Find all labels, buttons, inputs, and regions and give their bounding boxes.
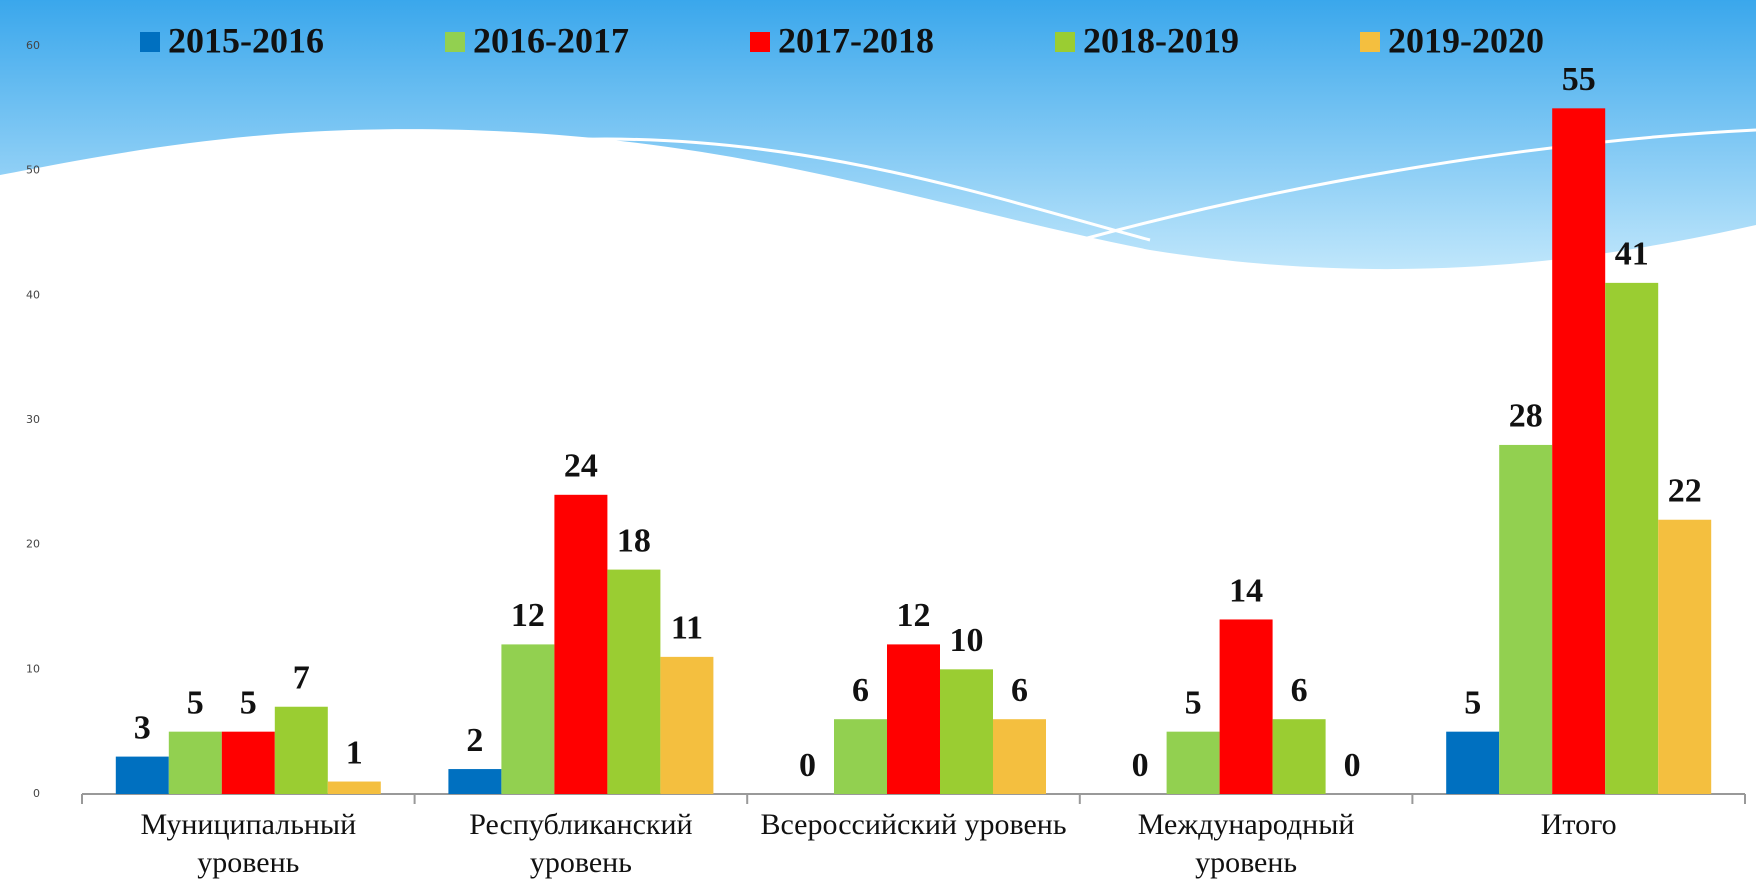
data-label: 0 (1344, 747, 1361, 784)
data-label: 3 (134, 709, 151, 746)
data-label: 6 (852, 672, 869, 709)
y-tick-label: 40 (26, 288, 40, 301)
bar (501, 644, 555, 794)
background-wave (0, 0, 1756, 270)
y-tick-label: 60 (26, 39, 40, 52)
bar (834, 719, 887, 794)
data-label: 55 (1562, 61, 1596, 98)
bar (221, 731, 275, 794)
bar (1658, 519, 1712, 794)
data-label: 12 (897, 597, 931, 634)
legend-swatch (1055, 32, 1075, 52)
bar (115, 756, 169, 794)
x-tick-label: Республиканский уровень (469, 808, 693, 879)
y-tick-label: 30 (26, 413, 40, 426)
legend-swatch (750, 32, 770, 52)
bar (448, 769, 502, 794)
data-label: 22 (1668, 473, 1702, 510)
data-label: 10 (950, 622, 984, 659)
y-tick-label: 0 (33, 787, 40, 800)
bar (993, 719, 1046, 794)
bar (607, 569, 661, 794)
legend-label: 2019-2020 (1388, 20, 1544, 60)
bar (1446, 731, 1500, 794)
data-label: 0 (1132, 747, 1149, 784)
data-label: 14 (1229, 572, 1263, 609)
y-tick-label: 10 (26, 662, 40, 675)
data-label: 41 (1615, 236, 1649, 273)
data-label: 28 (1509, 398, 1543, 435)
y-tick-label: 20 (26, 538, 40, 551)
data-label: 0 (799, 747, 816, 784)
bar (1499, 444, 1553, 794)
data-label: 6 (1011, 672, 1028, 709)
data-label: 5 (1185, 684, 1202, 721)
data-label: 12 (511, 597, 545, 634)
data-label: 5 (1464, 684, 1481, 721)
bar (660, 656, 714, 794)
data-label: 5 (240, 684, 257, 721)
bar (940, 669, 993, 794)
bar (327, 781, 381, 794)
legend-swatch (1360, 32, 1380, 52)
legend-label: 2018-2019 (1083, 20, 1239, 60)
bar (887, 644, 940, 794)
legend-swatch (140, 32, 160, 52)
data-label: 5 (187, 684, 204, 721)
bar (1166, 731, 1220, 794)
bar (1552, 108, 1606, 795)
data-label: 24 (564, 448, 598, 485)
x-tick-label: Муниципальный уровень (140, 808, 357, 879)
bar (274, 706, 328, 794)
y-tick-label: 50 (26, 164, 40, 177)
legend-label: 2015-2016 (168, 20, 324, 60)
x-tick-label: Всероссийский уровень (760, 808, 1067, 841)
bar (1219, 619, 1273, 794)
data-label: 6 (1291, 672, 1308, 709)
data-label: 1 (346, 734, 363, 771)
bar (1605, 282, 1659, 794)
bar (168, 731, 222, 794)
bar (554, 494, 608, 794)
x-tick-label: Итого (1540, 808, 1617, 841)
x-tick-label: Международный уровень (1137, 808, 1355, 879)
data-label: 7 (293, 660, 310, 697)
data-label: 11 (671, 610, 703, 647)
legend-label: 2017-2018 (778, 20, 934, 60)
legend-label: 2016-2017 (473, 20, 629, 60)
data-label: 2 (466, 722, 483, 759)
data-label: 18 (617, 522, 651, 559)
bar (1272, 719, 1326, 794)
legend-swatch (445, 32, 465, 52)
